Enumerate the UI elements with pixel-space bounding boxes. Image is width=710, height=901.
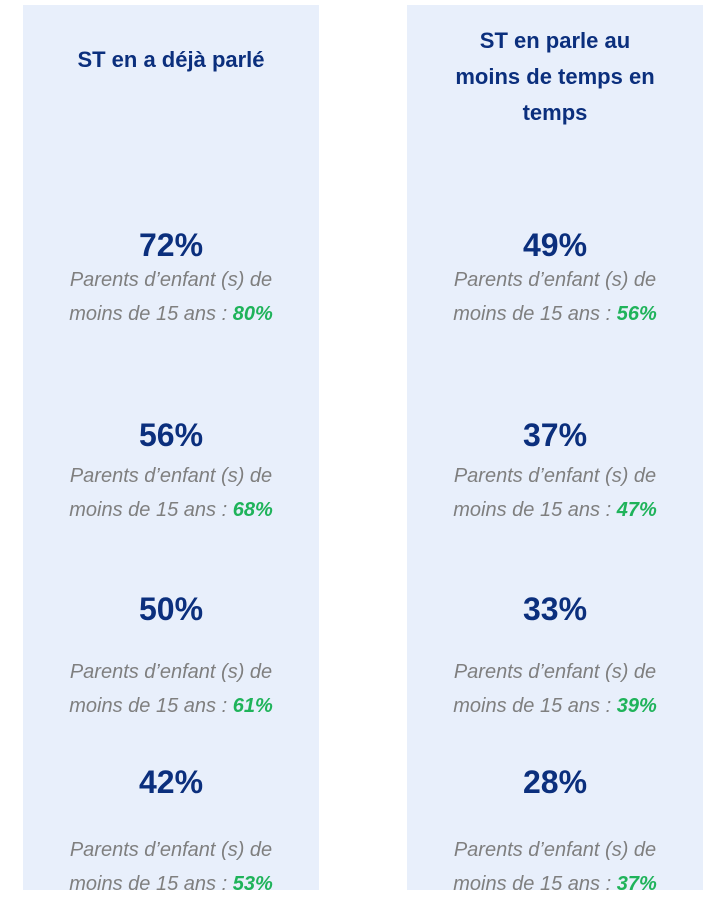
note-text: Parents d’enfant (s) de moins de 15 ans … [453, 839, 657, 895]
note-text: Parents d’enfant (s) de moins de 15 ans … [69, 465, 273, 521]
note-line: Parents d’enfant (s) de moins de 15 ans … [425, 459, 685, 527]
main-value: 49% [522, 227, 588, 263]
note-line: Parents d’enfant (s) de moins de 15 ans … [425, 263, 685, 331]
note-line: Parents d’enfant (s) de moins de 15 ans … [41, 263, 301, 331]
highlight-value: 68% [232, 499, 273, 521]
note-text: Parents d’enfant (s) de moins de 15 ans … [453, 269, 657, 325]
note-line: Parents d’enfant (s) de moins de 15 ans … [41, 833, 301, 901]
note: Parents d’enfant (s) de moins de 15 ans … [0, 655, 349, 723]
note: Parents d’enfant (s) de moins de 15 ans … [0, 459, 349, 527]
note: Parents d’enfant (s) de moins de 15 ans … [0, 263, 349, 331]
main-value: 50% [138, 591, 204, 627]
note: Parents d’enfant (s) de moins de 15 ans … [377, 459, 710, 527]
column: ST en parle au moins de temps en temps 49… [407, 5, 703, 895]
column-header: ST en parle au moins de temps en temps [455, 28, 655, 125]
highlight-value: 56% [616, 303, 657, 325]
highlight-value: 47% [616, 499, 657, 521]
main-value: 72% [138, 227, 204, 263]
note: Parents d’enfant (s) de moins de 15 ans … [377, 655, 710, 723]
main-value: 28% [522, 764, 588, 800]
note-text: Parents d’enfant (s) de moins de 15 ans … [453, 661, 657, 717]
note-text: Parents d’enfant (s) de moins de 15 ans … [69, 839, 273, 895]
highlight-value: 53% [232, 873, 273, 895]
note-text: Parents d’enfant (s) de moins de 15 ans … [453, 465, 657, 521]
highlight-value: 80% [232, 303, 273, 325]
note-line: Parents d’enfant (s) de moins de 15 ans … [425, 833, 685, 901]
note: Parents d’enfant (s) de moins de 15 ans … [377, 833, 710, 901]
column-header: ST en a déjà parlé [77, 47, 265, 72]
note-line: Parents d’enfant (s) de moins de 15 ans … [425, 655, 685, 723]
main-value: 33% [522, 591, 588, 627]
highlight-value: 39% [616, 695, 657, 717]
note-text: Parents d’enfant (s) de moins de 15 ans … [69, 661, 273, 717]
note: Parents d’enfant (s) de moins de 15 ans … [377, 263, 710, 331]
note-line: Parents d’enfant (s) de moins de 15 ans … [41, 459, 301, 527]
note-text: Parents d’enfant (s) de moins de 15 ans … [69, 269, 273, 325]
highlight-value: 61% [232, 695, 273, 717]
note: Parents d’enfant (s) de moins de 15 ans … [0, 833, 349, 901]
note-line: Parents d’enfant (s) de moins de 15 ans … [41, 655, 301, 723]
highlight-value: 37% [616, 873, 657, 895]
main-value: 42% [138, 764, 204, 800]
main-value: 56% [138, 417, 204, 453]
column: ST en a déjà parlé 72% Parents d’enfant (s… [23, 5, 319, 895]
main-value: 37% [522, 417, 588, 453]
